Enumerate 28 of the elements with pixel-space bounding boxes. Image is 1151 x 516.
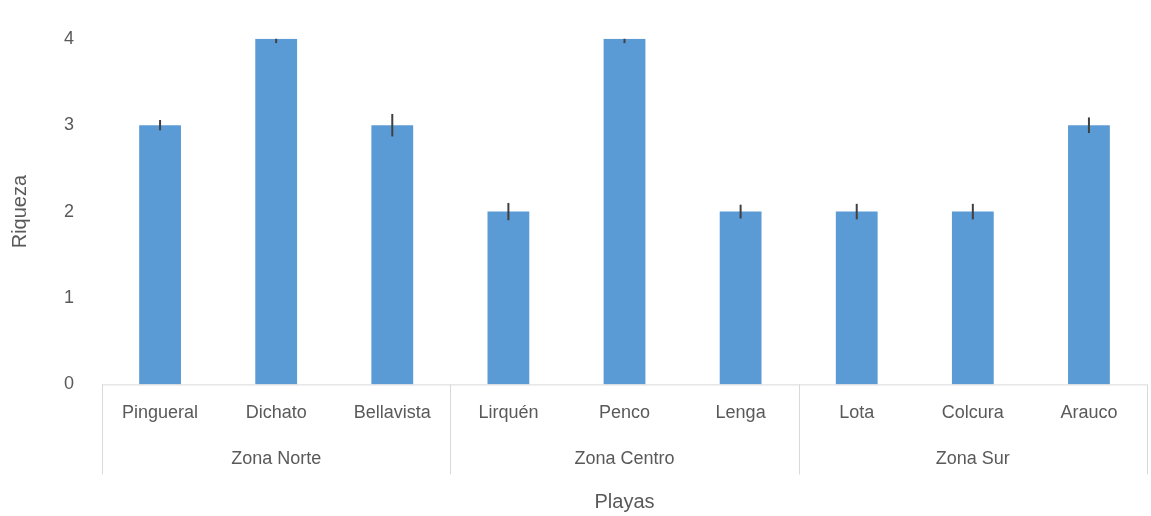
bar bbox=[139, 125, 181, 385]
text: Zona Norte bbox=[231, 448, 322, 469]
text: Zona Centro bbox=[574, 448, 675, 469]
text: Zona Sur bbox=[935, 448, 1010, 469]
bar bbox=[487, 211, 530, 385]
x-tick-label: Arauco bbox=[1060, 402, 1118, 423]
bar bbox=[255, 38, 298, 385]
x-tick-label: Bellavista bbox=[353, 402, 432, 423]
bar bbox=[371, 125, 414, 385]
y-tick-label: 0 bbox=[64, 373, 75, 394]
x-tick-label: Pingueral bbox=[122, 402, 199, 423]
y-tick-label: 3 bbox=[64, 114, 75, 135]
y-axis-title: Riqueza bbox=[7, 174, 30, 249]
x-tick-label: Colcura bbox=[941, 402, 1005, 423]
y-tick-label: 2 bbox=[64, 200, 75, 221]
x-tick-label: Lenga bbox=[715, 402, 767, 423]
x-axis-title: Playas bbox=[594, 489, 655, 512]
bar bbox=[719, 211, 762, 385]
x-tick-label: Penco bbox=[598, 402, 651, 423]
bar bbox=[951, 211, 994, 385]
x-tick-label: Lota bbox=[839, 402, 876, 423]
bar bbox=[603, 38, 646, 385]
x-tick-label: Dichato bbox=[245, 402, 307, 423]
bar bbox=[1068, 125, 1110, 385]
bar bbox=[835, 211, 878, 385]
x-tick-label: Lirquén bbox=[478, 402, 539, 423]
y-tick-label: 4 bbox=[64, 27, 75, 48]
y-tick-label: 1 bbox=[64, 286, 75, 307]
